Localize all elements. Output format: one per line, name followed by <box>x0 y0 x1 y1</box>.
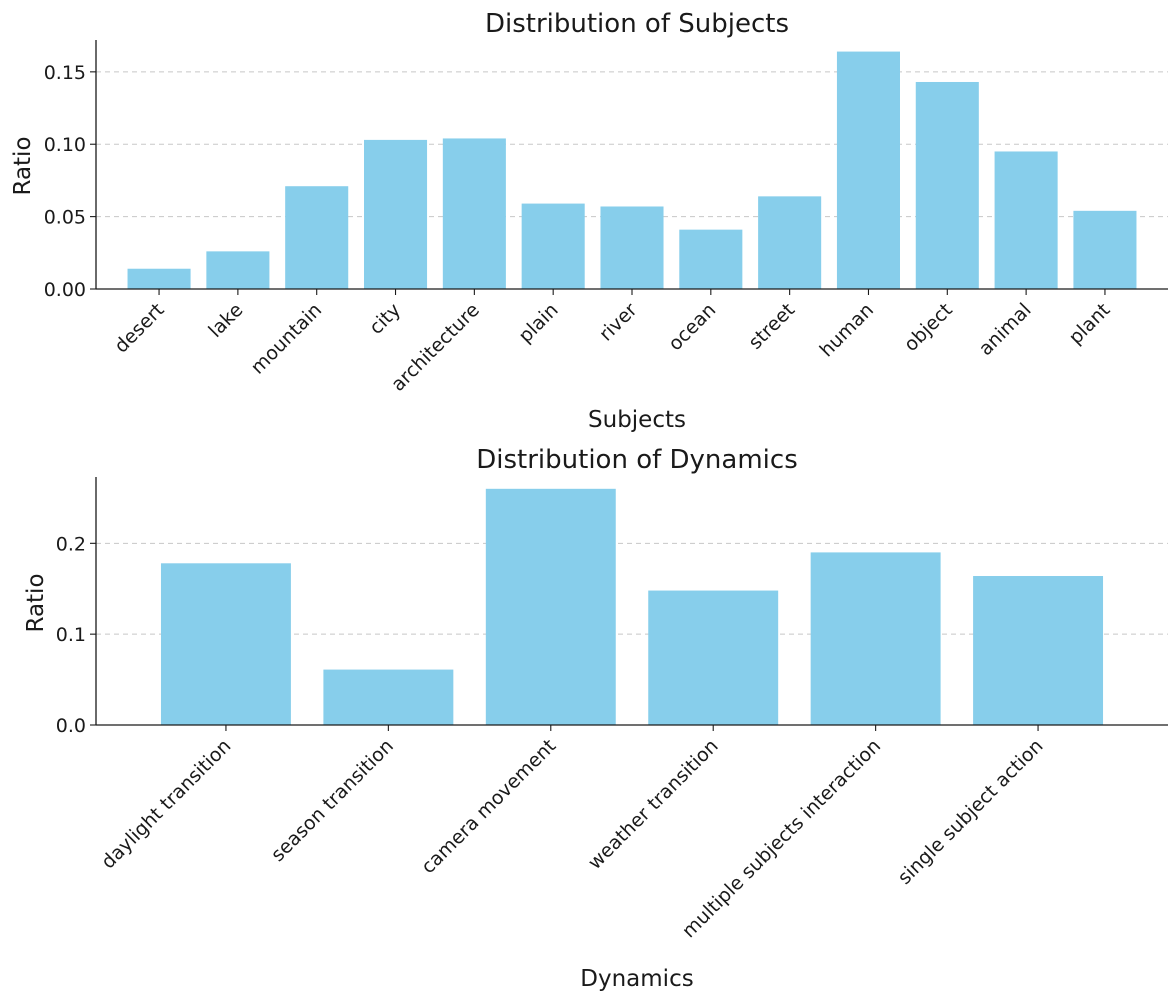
subject-x-tick-label: river <box>595 299 642 346</box>
dynamics-x-tick-label: multiple subjects interaction <box>678 735 885 942</box>
subject-bar-architecture <box>442 138 506 289</box>
subject-x-tick-label: lake <box>204 299 247 342</box>
dynamics-bar-weather-transition <box>648 590 779 725</box>
subject-x-tick-label: mountain <box>247 299 327 379</box>
dynamics-chart: Distribution of Dynamics Dynamics Ratio … <box>23 445 1168 992</box>
dynamics-bar-daylight-transition <box>160 563 291 725</box>
subject-bar-plant <box>1073 210 1137 289</box>
subjects-chart-title: Distribution of Subjects <box>485 9 789 39</box>
subjects-x-axis-label: Subjects <box>588 407 686 433</box>
subjects-y-axis-label: Ratio <box>10 136 36 195</box>
dynamics-x-tick-label: season transition <box>267 735 398 866</box>
dynamics-x-tick-label: daylight transition <box>97 735 235 873</box>
dynamics-x-tick-label: camera movement <box>417 735 560 878</box>
subject-x-tick-label: desert <box>110 299 168 357</box>
subject-y-tick-label: 0.10 <box>44 134 86 156</box>
dynamics-bar-camera-movement <box>485 488 616 725</box>
dynamics-x-tick-label: single subject action <box>894 735 1048 889</box>
subject-bar-desert <box>127 268 191 289</box>
subject-y-tick-label: 0.05 <box>44 207 86 229</box>
subject-x-tick-label: plant <box>1065 299 1115 349</box>
dynamics-y-tick-label: 0.0 <box>56 715 86 737</box>
subjects-chart: Distribution of Subjects Subjects Ratio … <box>10 9 1168 433</box>
subject-bar-city <box>364 139 428 289</box>
subject-bar-object <box>915 81 979 289</box>
subject-y-tick-label: 0.00 <box>44 279 86 301</box>
subject-x-tick-label: street <box>744 299 799 354</box>
subject-bar-river <box>600 206 664 289</box>
subject-x-tick-label: plain <box>514 299 562 347</box>
subject-bar-human <box>836 51 900 290</box>
subject-bar-ocean <box>679 229 743 289</box>
subject-x-tick-label: animal <box>975 299 1036 360</box>
subject-x-tick-label: object <box>900 299 957 356</box>
dynamics-x-tick-label: weather transition <box>584 735 723 874</box>
subject-bar-street <box>758 196 822 289</box>
dynamics-bar-multiple-subjects-interaction <box>810 552 941 725</box>
subject-x-tick-label: city <box>365 299 405 339</box>
dynamics-chart-title: Distribution of Dynamics <box>476 445 797 475</box>
dynamics-y-tick-label: 0.1 <box>56 624 86 646</box>
dynamics-y-tick-label: 0.2 <box>56 533 86 555</box>
subject-bar-animal <box>994 151 1058 289</box>
dynamics-bar-season-transition <box>323 669 454 725</box>
subject-bar-lake <box>206 251 270 289</box>
dynamics-y-axis-label: Ratio <box>23 573 49 632</box>
dynamics-bar-single-subject-action <box>973 576 1104 725</box>
subject-y-tick-label: 0.15 <box>44 62 86 84</box>
subject-bar-plain <box>521 203 585 289</box>
subject-x-tick-label: human <box>816 299 878 361</box>
subject-bar-mountain <box>285 186 349 289</box>
dynamics-x-axis-label: Dynamics <box>580 966 693 992</box>
subject-x-tick-label: ocean <box>664 299 720 355</box>
